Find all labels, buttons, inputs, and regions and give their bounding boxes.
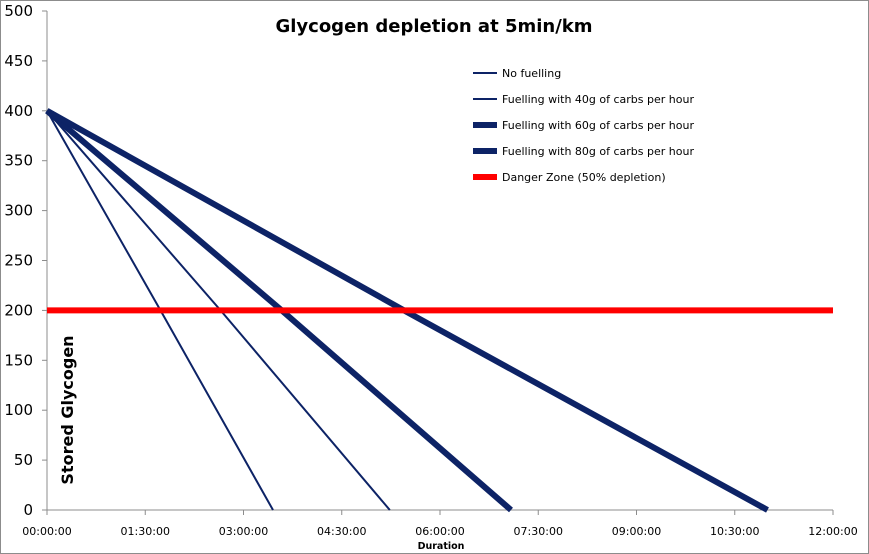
legend-label-1: No fuelling [502,67,561,80]
y-tick-label: 350 [4,152,33,170]
y-tick-label: 500 [4,2,33,20]
y-tick-label: 150 [4,351,33,369]
y-tick-label: 250 [4,252,33,270]
x-tick-label: 04:30:00 [317,525,366,538]
y-tick-label: 50 [14,451,33,469]
x-axis: 00:00:00 01:30:00 03:00:00 04:30:00 06:00:00… [22,509,858,538]
y-tick-label: 100 [4,401,33,419]
x-tick-label: 01:30:00 [121,525,170,538]
y-tick-label: 300 [4,202,33,220]
series-layer [45,108,833,513]
x-tick-label: 00:00:00 [22,525,71,538]
x-tick-label: 09:00:00 [612,525,661,538]
y-axis: 0 50 100 150 200 250 300 350 400 450 500 [4,2,48,519]
x-tick-label: 06:00:00 [415,525,464,538]
legend-label-2: Fuelling with 40g of carbs per hour [502,93,694,106]
y-tick-label: 0 [23,501,33,519]
x-axis-label: Duration [418,541,465,552]
y-tick-label: 400 [4,102,33,120]
y-tick-label: 200 [4,301,33,319]
legend-label-3: Fuelling with 60g of carbs per hour [502,119,694,132]
x-tick-label: 12:00:00 [808,525,857,538]
legend-label-4: Fuelling with 80g of carbs per hour [502,145,694,158]
chart-title: Glycogen depletion at 5min/km [275,16,592,37]
y-axis-label: Stored Glycogen [58,335,77,484]
x-tick-label: 07:30:00 [514,525,563,538]
y-tick-label: 450 [4,52,33,70]
legend-label-5: Danger Zone (50% depletion) [502,171,666,184]
x-tick-label: 10:30:00 [710,525,759,538]
x-tick-label: 03:00:00 [219,525,268,538]
legend: No fuelling Fuelling with 40g of carbs pe… [473,67,694,184]
